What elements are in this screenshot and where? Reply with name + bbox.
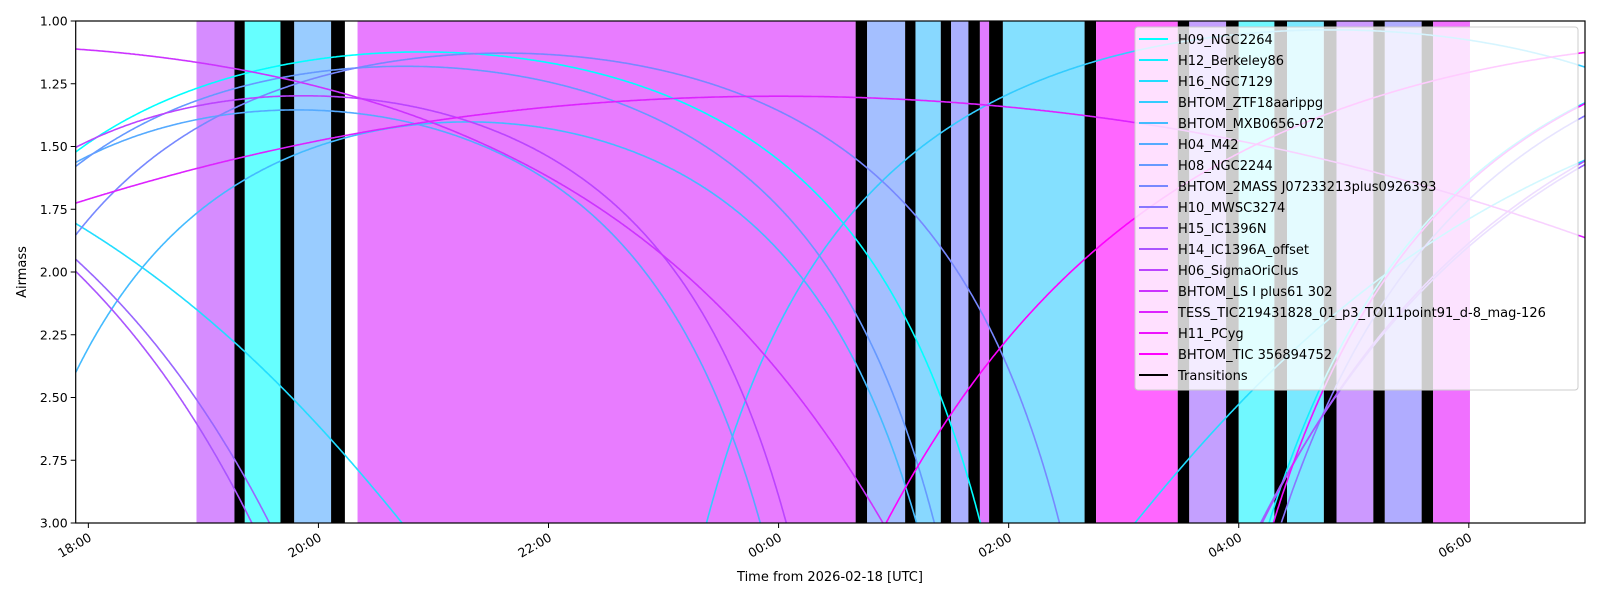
target-band [1002,21,1085,523]
legend-label: H08_NGC2244 [1178,159,1273,174]
target-band [951,21,969,523]
airmass-curve [75,109,762,524]
legend-label: H06_SigmaOriClus [1178,264,1299,279]
legend-label: H04_M42 [1178,138,1239,153]
y-tick-label: 1.00 [40,14,68,29]
airmass-curve [75,51,982,524]
target-band [244,21,281,523]
legend-label: H14_IC1396A_offset [1178,243,1309,258]
legend-entry: BHTOM_TIC 356894752 [1139,348,1332,363]
y-tick-label: 1.50 [40,139,68,154]
legend-label: H16_NGC7129 [1178,75,1273,90]
legend-entry: H06_SigmaOriClus [1139,264,1299,279]
x-axis-label: Time from 2026-02-18 [UTC] [736,570,923,585]
legend-label: BHTOM_MXB0656-072 [1178,117,1324,132]
legend-entry: H09_NGC2264 [1139,33,1273,48]
target-band [979,21,990,523]
transition-band [905,21,916,523]
legend-label: BHTOM_LS I plus61 302 [1178,285,1333,300]
transition-band [855,21,868,523]
x-axis: 18:00 20:00 22:00 00:00 02:00 04:00 06:00 [55,523,1474,561]
x-tick-label: 02:00 [975,530,1014,561]
y-tick-label: 2.75 [40,453,68,468]
x-tick-label: 18:00 [55,530,94,561]
x-tick-label: 06:00 [1436,530,1475,561]
x-tick-label: 20:00 [285,530,324,561]
legend-entry: H11_PCyg [1139,327,1244,342]
legend-label: H10_MWSC3274 [1178,201,1285,216]
legend-entry: H14_IC1396A_offset [1139,243,1309,258]
airmass-curve [75,52,1061,524]
x-tick-label: 00:00 [745,530,784,561]
legend-label: BHTOM_2MASS J07233213plus0926393 [1178,180,1436,195]
target-band [915,21,941,523]
legend-label: H15_IC1396N [1178,222,1267,237]
legend-entry: Transitions [1139,369,1248,384]
airmass-curve [75,48,884,524]
target-band [867,21,906,523]
legend-entry: BHTOM_MXB0656-072 [1139,117,1324,132]
y-tick-label: 1.75 [40,202,68,217]
transition-band [331,21,345,523]
target-band [196,21,235,523]
legend-label: H11_PCyg [1178,327,1244,342]
legend-entry: BHTOM_2MASS J07233213plus0926393 [1139,180,1436,195]
airmass-curve [74,121,918,524]
legend-entry: BHTOM_LS I plus61 302 [1139,285,1333,300]
target-band [294,21,332,523]
y-tick-label: 2.50 [40,390,68,405]
transition-band [234,21,245,523]
legend-entry: H12_Berkeley86 [1139,54,1284,69]
legend-label: BHTOM_ZTF18aarippg [1178,96,1323,111]
legend-entry: H15_IC1396N [1139,222,1267,237]
legend-entry: BHTOM_ZTF18aarippg [1139,96,1323,111]
legend-entry: H08_NGC2244 [1139,159,1273,174]
legend-box [1134,26,1579,391]
x-tick-label: 04:00 [1206,530,1245,561]
legend-label: H12_Berkeley86 [1178,54,1284,69]
legend-label: TESS_TIC219431828_01_p3_TOI11point91_d-8… [1177,306,1546,321]
y-axis-label: Airmass [15,246,30,298]
transition-band [940,21,952,523]
legend-entry: H16_NGC7129 [1139,75,1273,90]
y-tick-label: 2.00 [40,265,68,280]
legend-entry: TESS_TIC219431828_01_p3_TOI11point91_d-8… [1139,306,1546,321]
legend-label: Transitions [1177,369,1248,384]
legend-label: BHTOM_TIC 356894752 [1178,348,1332,363]
y-axis: 1.00 1.25 1.50 1.75 2.00 2.25 2.50 2.75 3.00 [40,14,76,531]
transition-band [1084,21,1097,523]
airmass-curve [75,95,788,524]
y-tick-label: 2.25 [40,327,68,342]
y-tick-label: 1.25 [40,76,68,91]
transition-band [968,21,980,523]
legend: H09_NGC2264 H12_Berkeley86 H16_NGC7129 BHTO… [1134,26,1579,391]
legend-entry: H10_MWSC3274 [1139,201,1285,216]
y-tick-label: 3.00 [40,516,68,531]
x-tick-label: 22:00 [515,530,554,561]
legend-entry: H04_M42 [1139,138,1239,153]
transition-band [989,21,1003,523]
legend-label: H09_NGC2264 [1178,33,1273,48]
target-band [357,21,856,523]
airmass-curve [75,65,936,524]
